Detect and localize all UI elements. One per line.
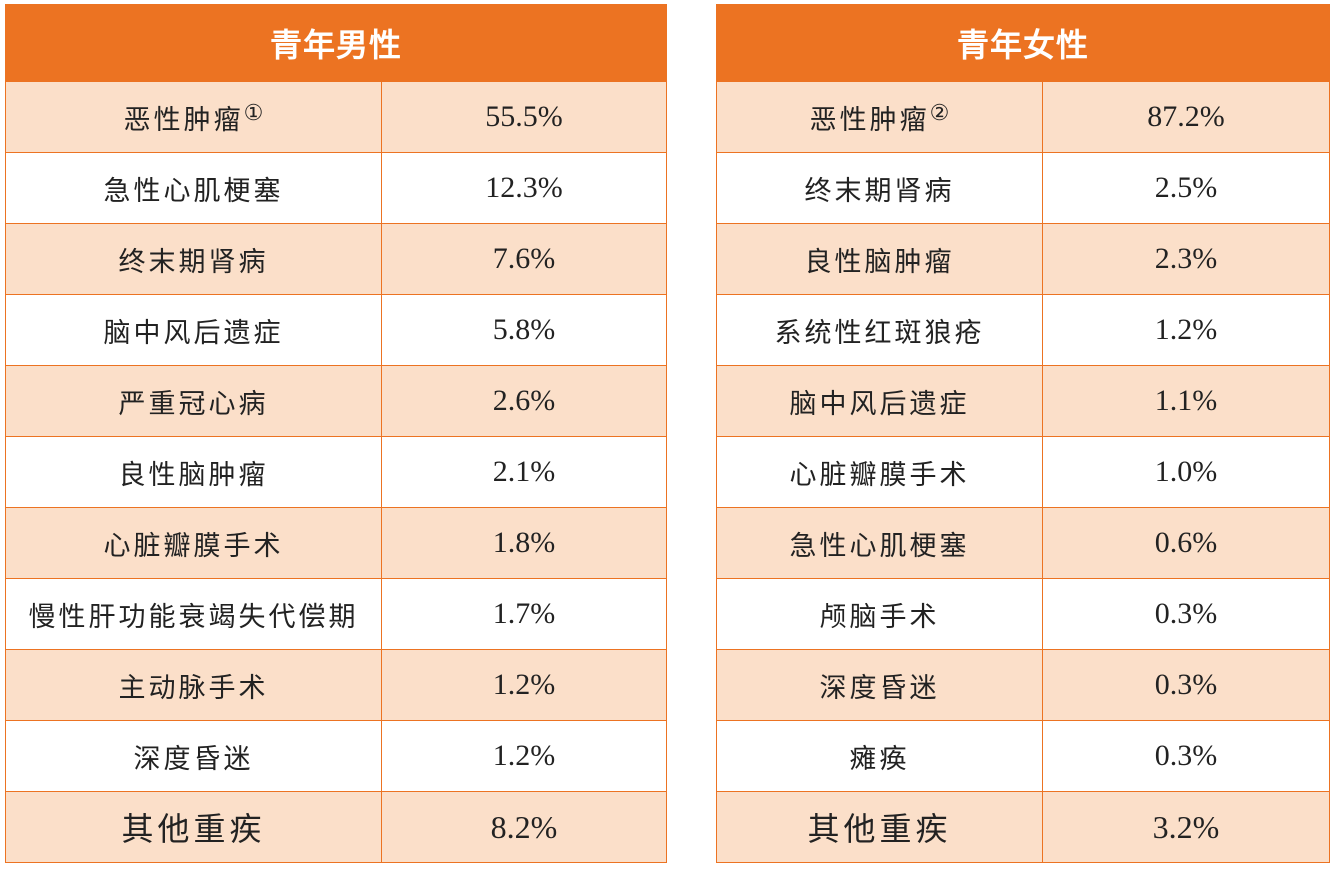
- disease-name: 恶性肿瘤②: [716, 81, 1043, 153]
- disease-percentage: 1.2%: [381, 720, 667, 792]
- disease-name: 恶性肿瘤①: [5, 81, 382, 153]
- female-table-header-row: 青年女性: [716, 4, 1330, 82]
- table-row: 良性脑肿瘤 2.3%: [716, 223, 1330, 295]
- disease-percentage: 1.2%: [381, 649, 667, 721]
- disease-name: 慢性肝功能衰竭失代偿期: [5, 578, 382, 650]
- table-row: 脑中风后遗症 5.8%: [5, 294, 667, 366]
- table-row: 瘫痪 0.3%: [716, 720, 1330, 792]
- disease-percentage: 1.7%: [381, 578, 667, 650]
- disease-percentage: 7.6%: [381, 223, 667, 295]
- table-row: 急性心肌梗塞 12.3%: [5, 152, 667, 224]
- disease-percentage: 1.0%: [1042, 436, 1330, 508]
- disease-percentage: 3.2%: [1042, 791, 1330, 863]
- male-table-header-row: 青年男性: [5, 4, 667, 82]
- disease-percentage: 0.6%: [1042, 507, 1330, 579]
- disease-percentage: 87.2%: [1042, 81, 1330, 153]
- disease-name: 心脏瓣膜手术: [5, 507, 382, 579]
- table-row: 终末期肾病 7.6%: [5, 223, 667, 295]
- table-row: 急性心肌梗塞 0.6%: [716, 507, 1330, 579]
- table-row-other: 其他重疾 8.2%: [5, 791, 667, 863]
- table-row-other: 其他重疾 3.2%: [716, 791, 1330, 863]
- table-row: 恶性肿瘤② 87.2%: [716, 81, 1330, 153]
- table-row: 脑中风后遗症 1.1%: [716, 365, 1330, 437]
- disease-percentage: 5.8%: [381, 294, 667, 366]
- disease-percentage: 0.3%: [1042, 720, 1330, 792]
- male-disease-table: 青年男性 恶性肿瘤① 55.5% 急性心肌梗塞 12.3% 终末期肾病 7.6%…: [5, 4, 667, 863]
- disease-name: 脑中风后遗症: [5, 294, 382, 366]
- table-row: 良性脑肿瘤 2.1%: [5, 436, 667, 508]
- female-disease-table: 青年女性 恶性肿瘤② 87.2% 终末期肾病 2.5% 良性脑肿瘤 2.3% 系…: [716, 4, 1330, 863]
- male-table-title: 青年男性: [5, 4, 667, 82]
- disease-percentage: 1.8%: [381, 507, 667, 579]
- disease-label: 恶性肿瘤: [123, 104, 244, 136]
- table-row: 恶性肿瘤① 55.5%: [5, 81, 667, 153]
- disease-name: 颅脑手术: [716, 578, 1043, 650]
- table-row: 系统性红斑狼疮 1.2%: [716, 294, 1330, 366]
- disease-name: 急性心肌梗塞: [716, 507, 1043, 579]
- table-row: 主动脉手术 1.2%: [5, 649, 667, 721]
- disease-name: 心脏瓣膜手术: [716, 436, 1043, 508]
- disease-name: 深度昏迷: [716, 649, 1043, 721]
- table-row: 深度昏迷 1.2%: [5, 720, 667, 792]
- table-row: 心脏瓣膜手术 1.0%: [716, 436, 1330, 508]
- disease-percentage: 2.5%: [1042, 152, 1330, 224]
- disease-name: 其他重疾: [5, 791, 382, 863]
- disease-name: 终末期肾病: [5, 223, 382, 295]
- disease-name: 系统性红斑狼疮: [716, 294, 1043, 366]
- disease-name: 脑中风后遗症: [716, 365, 1043, 437]
- disease-name: 瘫痪: [716, 720, 1043, 792]
- disease-percentage: 8.2%: [381, 791, 667, 863]
- table-row: 颅脑手术 0.3%: [716, 578, 1330, 650]
- disease-percentage: 0.3%: [1042, 649, 1330, 721]
- female-table-title: 青年女性: [716, 4, 1330, 82]
- disease-percentage: 12.3%: [381, 152, 667, 224]
- disease-percentage: 0.3%: [1042, 578, 1330, 650]
- disease-percentage: 1.2%: [1042, 294, 1330, 366]
- disease-name: 终末期肾病: [716, 152, 1043, 224]
- disease-label: 恶性肿瘤: [809, 104, 930, 136]
- disease-name: 其他重疾: [716, 791, 1043, 863]
- disease-name: 深度昏迷: [5, 720, 382, 792]
- disease-name: 严重冠心病: [5, 365, 382, 437]
- footnote-marker: ②: [929, 100, 950, 126]
- disease-name: 良性脑肿瘤: [716, 223, 1043, 295]
- disease-percentage: 2.1%: [381, 436, 667, 508]
- disease-percentage: 2.6%: [381, 365, 667, 437]
- disease-percentage: 55.5%: [381, 81, 667, 153]
- table-row: 深度昏迷 0.3%: [716, 649, 1330, 721]
- disease-name: 良性脑肿瘤: [5, 436, 382, 508]
- disease-percentage: 2.3%: [1042, 223, 1330, 295]
- disease-name: 主动脉手术: [5, 649, 382, 721]
- disease-name: 急性心肌梗塞: [5, 152, 382, 224]
- disease-percentage: 1.1%: [1042, 365, 1330, 437]
- table-row: 慢性肝功能衰竭失代偿期 1.7%: [5, 578, 667, 650]
- table-row: 严重冠心病 2.6%: [5, 365, 667, 437]
- table-row: 心脏瓣膜手术 1.8%: [5, 507, 667, 579]
- table-row: 终末期肾病 2.5%: [716, 152, 1330, 224]
- footnote-marker: ①: [243, 100, 264, 126]
